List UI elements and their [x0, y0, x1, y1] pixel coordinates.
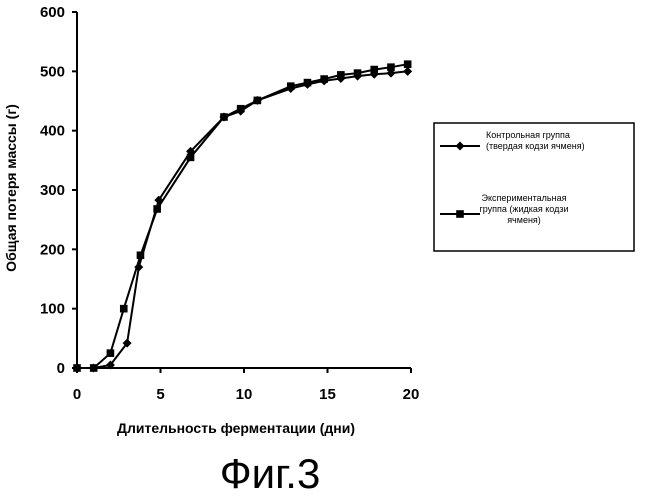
figure-caption: Фиг.3 [220, 450, 321, 497]
x-tick-label: 15 [319, 386, 336, 403]
series-2 [73, 60, 411, 371]
ticks: 0 100 200 300 400 500 600 0 5 10 15 20 [40, 4, 419, 403]
series-line [77, 71, 408, 368]
legend-label-line: (твердая кодзи ячменя) [486, 141, 585, 151]
series-1 [73, 67, 413, 373]
square-marker [370, 66, 378, 74]
square-marker [107, 349, 115, 357]
x-tick-label: 0 [73, 386, 81, 403]
legend-label-line: группа (жидкая кодзи [479, 204, 568, 214]
square-marker [354, 69, 362, 77]
square-marker [287, 82, 295, 90]
square-marker [337, 71, 345, 79]
square-marker [387, 63, 395, 71]
square-marker [404, 60, 412, 68]
x-tick-label: 10 [236, 386, 253, 403]
square-marker [90, 364, 98, 372]
square-marker [254, 97, 262, 105]
legend-item-1: Контрольная группа(твердая кодзи ячменя) [440, 130, 585, 151]
legend-square-marker [456, 210, 464, 218]
x-axis-title: Длительность ферментации (дни) [117, 420, 355, 436]
square-marker [220, 113, 228, 121]
y-tick-label: 500 [40, 63, 65, 80]
axes [77, 12, 411, 368]
square-marker [137, 251, 145, 259]
y-tick-label: 0 [57, 360, 65, 377]
legend: Контрольная группа(твердая кодзи ячменя)… [434, 123, 634, 251]
legend-diamond-marker [456, 142, 465, 151]
legend-label-line: ячменя) [507, 215, 541, 225]
square-marker [120, 305, 128, 313]
y-tick-label: 300 [40, 182, 65, 199]
legend-label-line: Контрольная группа [486, 130, 570, 140]
x-tick-label: 5 [156, 386, 164, 403]
square-marker [73, 364, 81, 372]
y-tick-label: 600 [40, 4, 65, 21]
square-marker [187, 154, 195, 162]
square-marker [304, 79, 312, 87]
y-tick-label: 100 [40, 301, 65, 318]
series-layer [73, 60, 413, 372]
diamond-marker [403, 67, 412, 76]
legend-item-2: Экспериментальнаягруппа (жидкая кодзиячм… [440, 193, 569, 225]
y-tick-label: 400 [40, 123, 65, 140]
square-marker [237, 105, 245, 113]
square-marker [153, 205, 161, 213]
legend-label-line: Экспериментальная [482, 193, 567, 203]
y-axis-title: Общая потеря массы (г) [3, 104, 19, 272]
y-tick-label: 200 [40, 241, 65, 258]
x-tick-label: 20 [403, 386, 420, 403]
square-marker [320, 75, 328, 83]
